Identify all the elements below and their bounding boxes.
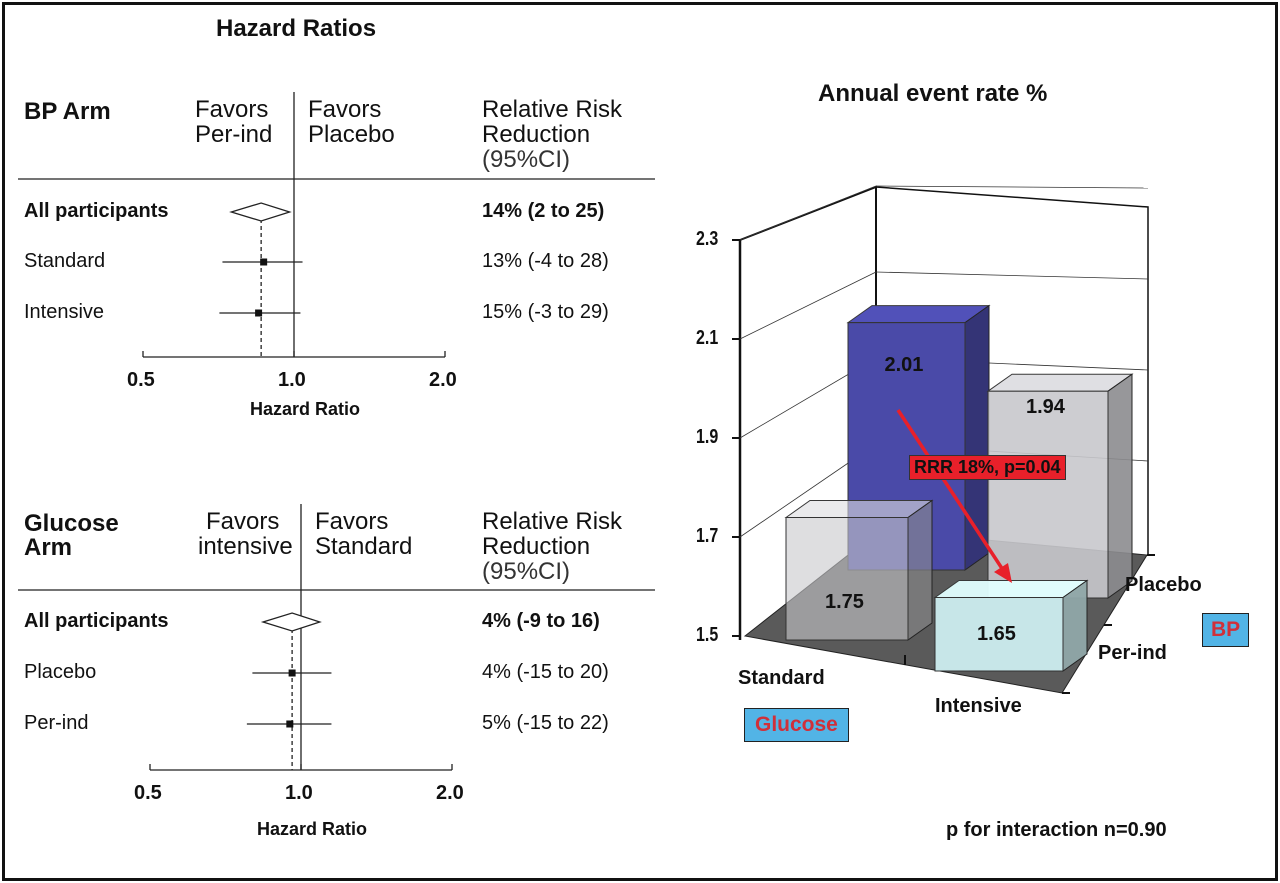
rrr-header-3: (95%CI)	[482, 558, 571, 585]
gridline-back	[875, 185, 1149, 189]
rrr-value: 15% (-3 to 29)	[482, 301, 609, 323]
x-tick-label: 1.0	[285, 782, 313, 804]
interaction-footnote: p for interaction n=0.90	[946, 819, 1167, 841]
rrr-value: 4% (-9 to 16)	[482, 610, 600, 632]
rrr-value: 5% (-15 to 22)	[482, 712, 609, 734]
arrow-line	[896, 409, 1005, 571]
row-label: Placebo	[24, 661, 97, 683]
x-axis-label: Hazard Ratio	[250, 399, 361, 419]
bar-front	[934, 597, 1064, 672]
bar-side	[1107, 373, 1133, 599]
rrr-header: Relative Risk	[482, 508, 623, 535]
annotation-box: RRR 18%, p=0.04	[909, 455, 1066, 480]
favors-right: Favors	[315, 508, 389, 535]
rrr-header-2: Reduction	[482, 121, 591, 148]
rrr-header: Relative Risk	[482, 96, 623, 123]
x-tick-label: 2.0	[429, 369, 457, 391]
y-tick-label: 1.5	[696, 624, 719, 646]
x-category-label: Intensive	[935, 695, 1022, 717]
x-category-label: Standard	[738, 667, 825, 689]
rrr-value: 4% (-15 to 20)	[482, 661, 609, 683]
point-marker	[288, 669, 296, 677]
favors-left-2: Per-ind	[195, 121, 273, 148]
point-marker	[286, 720, 294, 728]
row-label: Standard	[24, 250, 106, 272]
favors-left-2: intensive	[198, 533, 293, 560]
bar-value-label: 1.75	[825, 591, 864, 613]
back-wall-edge	[875, 186, 1149, 555]
rrr-value: 13% (-4 to 28)	[482, 250, 609, 272]
favors-right-2: Placebo	[308, 121, 395, 148]
arrow-head	[994, 563, 1012, 583]
depth-category-label: Per-ind	[1098, 642, 1167, 664]
x-axis-label: Hazard Ratio	[257, 819, 368, 839]
panel-title-2: Arm	[24, 534, 73, 561]
y-tick-label: 1.7	[696, 525, 719, 547]
y-tick-label: 1.9	[696, 426, 719, 448]
rrr-value: 14% (2 to 25)	[482, 200, 605, 222]
bar-top	[784, 500, 934, 518]
gridline-left	[739, 185, 877, 241]
x-tick-label: 2.0	[436, 782, 464, 804]
bar-chart-title: Annual event rate %	[818, 80, 1048, 107]
panel-title: BP Arm	[24, 98, 111, 125]
favors-right: Favors	[308, 96, 382, 123]
x-tick-label: 0.5	[127, 369, 155, 391]
bar-front	[785, 517, 909, 641]
bar-value-label: 1.94	[1026, 396, 1065, 418]
row-label: All participants	[24, 200, 169, 222]
bp-group-label: BP	[1202, 613, 1250, 648]
point-marker	[255, 309, 263, 317]
favors-left: Favors	[206, 508, 280, 535]
gridline-left	[739, 271, 877, 340]
row-label: Intensive	[24, 301, 105, 323]
bar-value-label: 1.65	[977, 623, 1016, 645]
x-tick-label: 1.0	[278, 369, 306, 391]
y-tick-label: 2.3	[696, 228, 719, 250]
y-tick-label: 2.1	[696, 327, 719, 349]
forest-title: Hazard Ratios	[216, 15, 377, 42]
rrr-header-3: (95%CI)	[482, 146, 571, 173]
point-marker	[260, 258, 268, 266]
diamond-marker	[229, 202, 292, 222]
bar-top	[933, 580, 1089, 598]
panel-title: Glucose	[24, 510, 119, 537]
row-label: All participants	[24, 610, 169, 632]
diamond-marker	[260, 612, 322, 632]
glucose-group-label: Glucose	[744, 708, 849, 743]
rrr-header-2: Reduction	[482, 533, 591, 560]
bar-top	[986, 373, 1134, 392]
depth-category-label: Placebo	[1125, 574, 1202, 596]
bar-value-label: 2.01	[884, 354, 924, 376]
row-label: Per-ind	[24, 712, 89, 734]
favors-left: Favors	[195, 96, 269, 123]
bar-side	[907, 499, 933, 641]
x-tick-label: 0.5	[134, 782, 162, 804]
favors-right-2: Standard	[315, 533, 413, 560]
gridline-back	[875, 271, 1149, 280]
